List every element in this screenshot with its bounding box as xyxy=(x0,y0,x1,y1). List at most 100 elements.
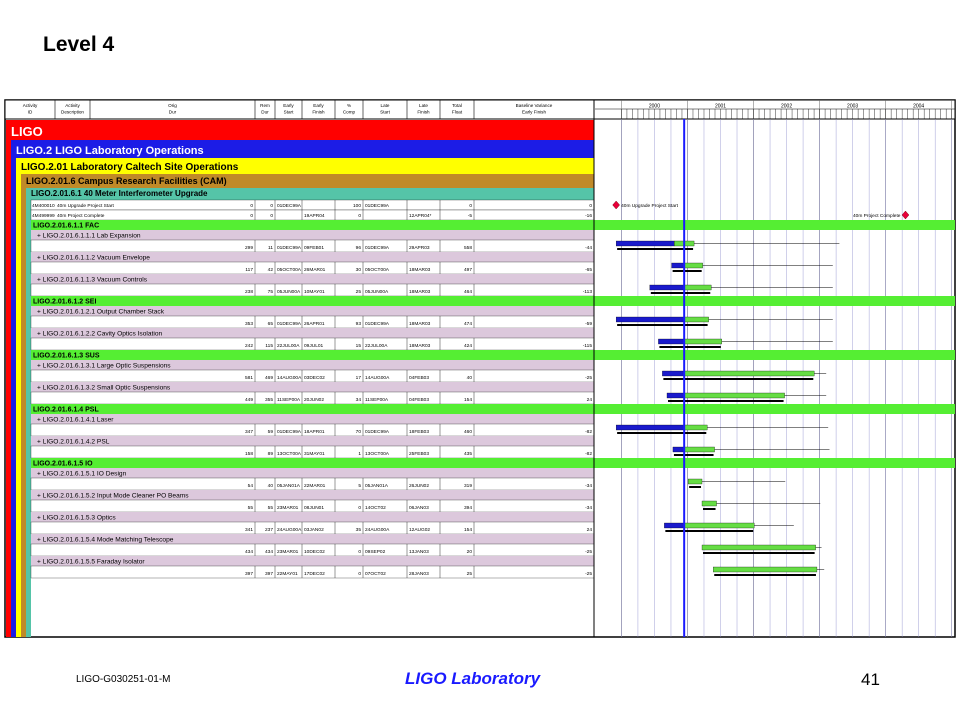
wbs-level-stripe xyxy=(11,140,16,637)
task-header-row xyxy=(31,534,594,544)
schedule-cell: 15 xyxy=(356,343,362,349)
footer-lab-name: LIGO Laboratory xyxy=(405,669,541,688)
schedule-cell: 22JUL00A xyxy=(277,343,300,349)
task-name: + LIGO.2.01.6.1.1.3 Vacuum Controls xyxy=(37,277,148,284)
column-header-line1: Total xyxy=(452,103,462,108)
schedule-cell: 20 xyxy=(467,549,473,555)
column-header-line2: Finish xyxy=(312,110,325,115)
year-label: 2004 xyxy=(913,104,924,110)
column-header-line2: Start xyxy=(284,110,294,115)
schedule-cell: -34 xyxy=(585,505,592,511)
schedule-cell: 05OCT00A xyxy=(365,267,390,273)
wbs-level-stripe xyxy=(6,120,11,637)
bar-remaining xyxy=(684,338,722,345)
milestone-chart-label: 40m Upgrade Project Start xyxy=(621,203,678,209)
wbs-band-level-1 xyxy=(6,120,594,140)
schedule-cell: 24AUG00A xyxy=(365,527,390,533)
schedule-cell: 464 xyxy=(464,289,472,295)
wbs-level-stripe xyxy=(21,174,26,637)
schedule-cell: 75 xyxy=(268,289,274,295)
schedule-cell: 05JAN01A xyxy=(277,483,301,489)
bar-remaining xyxy=(713,566,818,573)
schedule-cell: 397 xyxy=(245,571,253,577)
schedule-cell: 40 xyxy=(268,483,274,489)
schedule-cell: 435 xyxy=(464,451,472,457)
column-header-line2: Float xyxy=(452,110,463,115)
milestone-diamond xyxy=(612,200,620,210)
column-header-row xyxy=(4,99,956,120)
schedule-cell: 04FEB03 xyxy=(409,397,429,403)
schedule-cell: 10DEC02 xyxy=(304,549,325,555)
schedule-cell: 18MAR03 xyxy=(409,321,431,327)
baseline-bar xyxy=(617,432,707,434)
schedule-cell: 0 xyxy=(250,213,253,219)
wbs-band-level-6 xyxy=(31,296,955,306)
task-name: + LIGO.2.01.6.1.5.1 IO Design xyxy=(37,471,127,478)
column-header-line1: Rem xyxy=(260,103,270,108)
schedule-cell: 42 xyxy=(268,267,274,273)
schedule-cell: 09FEB01 xyxy=(304,245,324,251)
schedule-cell: 05JAN01A xyxy=(365,483,389,489)
task-name: + LIGO.2.01.6.1.2.1 Output Chamber Stack xyxy=(37,309,165,316)
schedule-cell: -59 xyxy=(585,321,592,327)
task-header-row xyxy=(31,512,594,522)
schedule-cell: 05OCT00A xyxy=(277,267,302,273)
schedule-cell: 05JUN00A xyxy=(277,289,301,295)
baseline-bar xyxy=(659,346,721,348)
schedule-cell: 17DEC02 xyxy=(304,571,325,577)
column-header-line2: ID xyxy=(28,110,33,115)
schedule-cell: 237 xyxy=(265,527,273,533)
schedule-cell: 01DEC99A xyxy=(365,203,390,209)
task-name: + LIGO.2.01.6.1.5.4 Mode Matching Telesc… xyxy=(37,537,174,544)
task-header-row xyxy=(31,360,594,370)
year-label: 2001 xyxy=(715,104,726,110)
wbs-band-level-3 xyxy=(16,158,594,174)
task-header-row xyxy=(31,556,594,566)
wbs-band-label: LIGO.2.01.6 Campus Research Facilities (… xyxy=(26,176,227,186)
schedule-cell: 22MAY01 xyxy=(277,571,298,577)
wbs-band-level-4 xyxy=(21,174,594,188)
bar-remaining xyxy=(684,392,785,399)
baseline-bar xyxy=(714,574,816,576)
schedule-cell: -34 xyxy=(585,483,592,489)
task-name: + LIGO.2.01.6.1.1.2 Vacuum Envelope xyxy=(37,255,150,262)
baseline-bar xyxy=(617,248,694,250)
schedule-cell: 24 xyxy=(587,527,593,533)
schedule-cell: 01DEC99A xyxy=(277,203,302,209)
schedule-cell: 25 xyxy=(356,289,362,295)
schedule-cell: 18MAR03 xyxy=(409,343,431,349)
schedule-cell: 01DEC99A xyxy=(365,429,390,435)
schedule-cell: 13OCT00A xyxy=(277,451,302,457)
schedule-cell: 460 xyxy=(464,429,472,435)
schedule-cell: 355 xyxy=(265,397,273,403)
milestone-description: 40m Upgrade Project Start xyxy=(57,203,114,209)
task-name: + LIGO.2.01.6.1.5.3 Optics xyxy=(37,515,116,522)
schedule-cell: 59 xyxy=(268,429,274,435)
wbs-level-stripe xyxy=(26,188,31,637)
schedule-cell: 40 xyxy=(467,375,473,381)
task-name: + LIGO.2.01.6.1.3.1 Large Optic Suspensi… xyxy=(37,363,171,370)
bar-remaining xyxy=(687,478,703,485)
task-name: + LIGO.2.01.6.1.5.5 Faraday Isolator xyxy=(37,559,145,566)
task-name: + LIGO.2.01.6.1.4.2 PSL xyxy=(37,439,110,446)
bar-progress xyxy=(615,240,675,247)
schedule-cell: 96 xyxy=(356,245,362,251)
schedule-cell: 23MAR01 xyxy=(277,549,299,555)
column-header-line2: Description xyxy=(61,110,84,115)
schedule-cell: 353 xyxy=(245,321,253,327)
schedule-cell: 26JUN02 xyxy=(409,483,429,489)
bar-remaining xyxy=(684,316,709,323)
schedule-cell: 35 xyxy=(356,527,362,533)
schedule-cell: 01DEC99A xyxy=(277,429,302,435)
task-name: + LIGO.2.01.6.1.2.2 Cavity Optics Isolat… xyxy=(37,331,162,338)
schedule-cell: -113 xyxy=(583,289,593,295)
schedule-cell: 5 xyxy=(358,483,361,489)
bar-progress xyxy=(666,392,685,399)
schedule-cell: 14AUG00A xyxy=(277,375,302,381)
schedule-cell: 469 xyxy=(265,375,273,381)
bar-remaining xyxy=(684,284,712,291)
schedule-cell: 0 xyxy=(589,203,592,209)
schedule-cell: 117 xyxy=(245,267,253,273)
schedule-cell: 22MAR01 xyxy=(304,483,326,489)
